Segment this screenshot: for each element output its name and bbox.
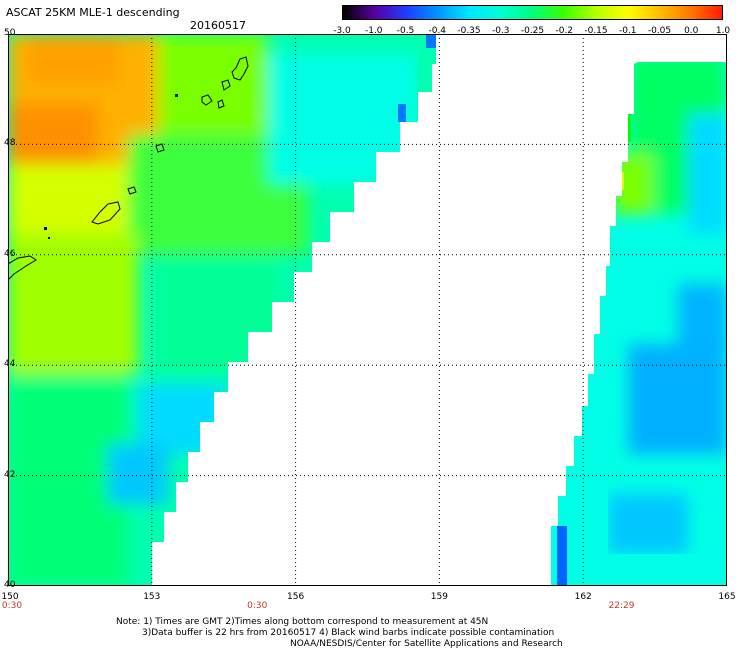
- colorbar-tick-label: 0.0: [684, 26, 699, 36]
- latitude-label: 40: [4, 580, 16, 590]
- colorbar-tick-label: -0.35: [457, 26, 481, 36]
- wind-map: [8, 34, 727, 586]
- product-title: ASCAT 25KM MLE-1 descending: [6, 6, 180, 19]
- latitude-label: 46: [4, 248, 16, 259]
- longitude-label: 150: [1, 592, 19, 602]
- colorbar-tick-label: -0.05: [647, 26, 672, 36]
- time-label: 0:30: [247, 601, 268, 611]
- note-line-3: NOAA/NESDIS/Center for Satellite Applica…: [290, 639, 563, 649]
- coastline-outlines: [8, 56, 249, 281]
- latitude-label: 48: [4, 138, 16, 149]
- colorbar-tick-label: -1.0: [364, 26, 383, 36]
- colorbar-tick-label: -0.1: [618, 26, 637, 36]
- colorbar-tick-label: -0.2: [555, 26, 574, 36]
- latitude-label: 50: [4, 28, 16, 38]
- colorbar-tick-label: -0.15: [584, 26, 608, 36]
- colorbar-tick-label: 1.0: [715, 26, 731, 36]
- colorbar-tick-label: -0.3: [491, 26, 510, 36]
- colorbar-tick-label: -0.5: [396, 26, 415, 36]
- note-line-1: Note: 1) Times are GMT 2)Times along bot…: [116, 617, 489, 627]
- colorbar: [342, 5, 723, 20]
- colorbar-tick-label: -0.25: [520, 26, 545, 36]
- graticule: [8, 34, 727, 586]
- longitude-label: 165: [718, 592, 736, 602]
- product-date: 20160517: [190, 19, 246, 32]
- longitude-label: 159: [430, 592, 448, 602]
- colorbar-tick-label: -3.0: [333, 26, 351, 36]
- longitude-label: 162: [574, 592, 592, 602]
- longitude-label: 156: [287, 592, 305, 602]
- map-frame: [8, 34, 727, 586]
- time-label: 22:29: [608, 601, 635, 611]
- longitude-label: 153: [143, 592, 161, 602]
- colorbar-tick-label: -0.4: [428, 26, 447, 36]
- latitude-label: 44: [4, 359, 16, 370]
- note-line-2: 3)Data buffer is 22 hrs from 20160517 4)…: [142, 628, 555, 638]
- time-label: 0:30: [1, 601, 23, 611]
- latitude-label: 42: [4, 469, 16, 480]
